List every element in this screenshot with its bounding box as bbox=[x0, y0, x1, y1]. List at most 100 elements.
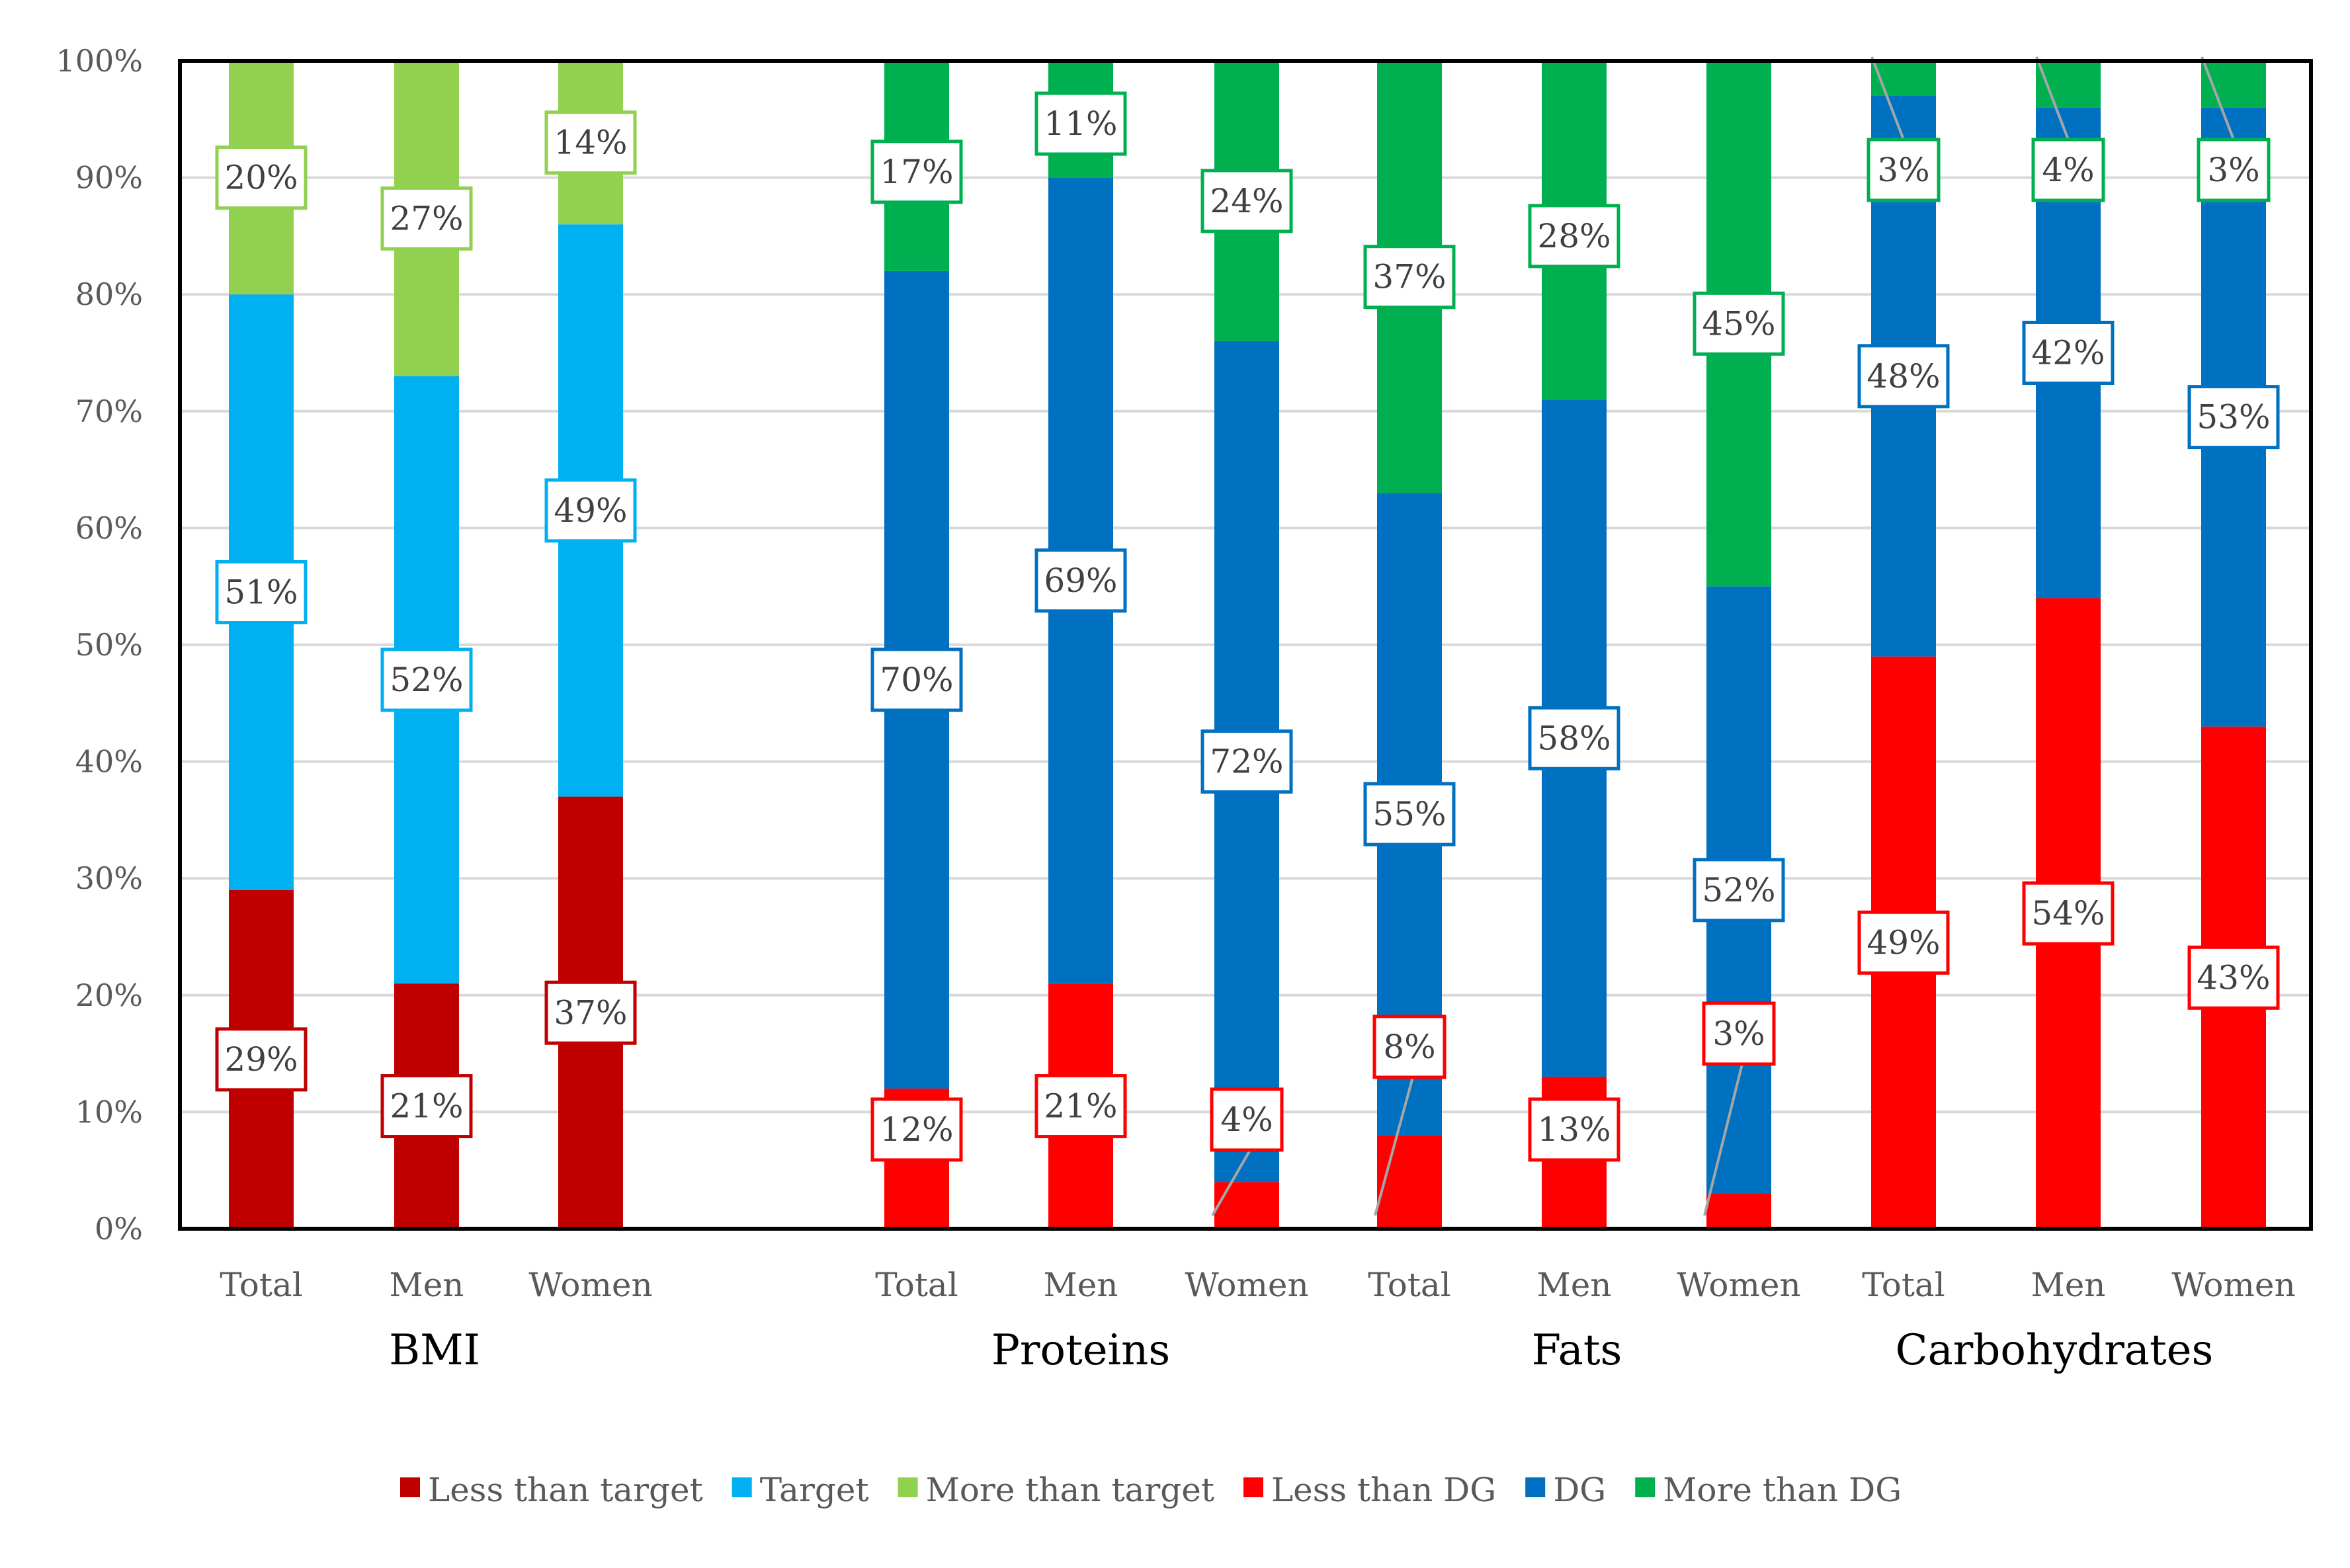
y-tick-label: 70% bbox=[75, 393, 143, 429]
x-group-label: Fats bbox=[1532, 1326, 1622, 1375]
data-label: 54% bbox=[2031, 894, 2105, 932]
data-label-box bbox=[1693, 291, 1785, 356]
data-label-box bbox=[1702, 1001, 1776, 1066]
label-leader-line bbox=[2035, 56, 2070, 140]
y-tick-label: 80% bbox=[75, 276, 143, 312]
data-label-box bbox=[1857, 910, 1950, 975]
data-label-box bbox=[1210, 1087, 1284, 1152]
legend-swatch bbox=[732, 1477, 752, 1497]
data-label: 37% bbox=[554, 993, 627, 1032]
data-label: 70% bbox=[880, 661, 953, 699]
x-category-label: Women bbox=[1185, 1266, 1308, 1304]
data-label-box bbox=[1034, 91, 1127, 156]
data-label: 24% bbox=[1210, 182, 1283, 220]
label-leader-lines bbox=[1211, 56, 2235, 1216]
data-label: 49% bbox=[1867, 923, 1940, 962]
x-category-label: Women bbox=[2171, 1266, 2295, 1304]
data-label: 29% bbox=[224, 1040, 298, 1079]
legend-swatch bbox=[1525, 1477, 1546, 1497]
x-category-label: Men bbox=[1537, 1266, 1612, 1304]
data-label: 69% bbox=[1044, 561, 1117, 600]
data-label-box bbox=[1528, 1097, 1620, 1162]
data-label: 52% bbox=[1702, 871, 1775, 909]
data-label: 3% bbox=[1877, 151, 1929, 189]
data-label-box bbox=[1200, 729, 1293, 794]
x-group-label: Proteins bbox=[991, 1326, 1170, 1375]
data-label: 17% bbox=[880, 153, 953, 191]
data-label-box bbox=[544, 478, 637, 543]
bar-segment bbox=[1871, 61, 1936, 96]
data-label-box bbox=[1363, 782, 1456, 846]
label-leader-line bbox=[1374, 1077, 1414, 1216]
data-label: 8% bbox=[1383, 1028, 1435, 1066]
legend-label: More than DG bbox=[1663, 1471, 1902, 1509]
y-tick-label: 10% bbox=[75, 1094, 143, 1130]
data-label-box bbox=[544, 980, 637, 1045]
x-group-label: Carbohydrates bbox=[1896, 1326, 2214, 1375]
data-label-box bbox=[870, 647, 963, 712]
bar-segment bbox=[2036, 61, 2101, 108]
y-tick-label: 50% bbox=[75, 627, 143, 663]
data-label-box bbox=[1200, 169, 1293, 233]
legend-item: DG bbox=[1525, 1471, 1606, 1509]
y-tick-label: 30% bbox=[75, 860, 143, 896]
label-leader-line bbox=[2201, 56, 2235, 140]
data-label: 42% bbox=[2031, 334, 2105, 372]
data-label: 72% bbox=[1210, 743, 1283, 781]
data-label: 49% bbox=[554, 491, 627, 530]
x-category-label: Women bbox=[1677, 1266, 1800, 1304]
label-leader-line bbox=[1211, 1149, 1251, 1216]
data-label: 21% bbox=[1044, 1087, 1117, 1126]
data-label-box bbox=[870, 140, 963, 204]
data-label-box bbox=[1372, 1014, 1447, 1079]
x-category-label: Men bbox=[2031, 1266, 2106, 1304]
bar-segment bbox=[2201, 61, 2266, 108]
data-label-box bbox=[1693, 858, 1785, 923]
x-category-label: Total bbox=[1368, 1266, 1450, 1304]
y-tick-label: 0% bbox=[95, 1211, 143, 1247]
data-label-box bbox=[1528, 706, 1620, 770]
x-group-label: BMI bbox=[389, 1326, 480, 1375]
x-category-label: Women bbox=[528, 1266, 652, 1304]
data-label: 4% bbox=[1220, 1100, 1273, 1139]
data-label-box bbox=[380, 186, 473, 251]
y-tick-label: 20% bbox=[75, 977, 143, 1013]
legend-swatch bbox=[1243, 1477, 1263, 1497]
data-label: 58% bbox=[1537, 719, 1611, 757]
legend-item: Target bbox=[732, 1471, 869, 1509]
data-label: 37% bbox=[1372, 258, 1446, 296]
plot-area-border bbox=[178, 59, 2313, 1231]
data-label-box bbox=[870, 1097, 963, 1162]
x-category-label: Total bbox=[220, 1266, 302, 1304]
y-tick-label: 60% bbox=[75, 510, 143, 546]
data-label-box bbox=[215, 145, 308, 210]
data-label: 45% bbox=[1702, 304, 1775, 343]
legend-label: Less than target bbox=[428, 1471, 703, 1509]
legend-item: Less than target bbox=[400, 1471, 703, 1509]
legend-label: More than target bbox=[926, 1471, 1214, 1509]
data-label-box bbox=[1034, 1074, 1127, 1139]
data-label-box bbox=[2187, 385, 2280, 450]
data-label-box bbox=[215, 1027, 308, 1092]
data-label: 14% bbox=[554, 124, 627, 162]
label-leader-line bbox=[1870, 56, 1905, 140]
legend-swatch bbox=[898, 1477, 918, 1497]
legend-swatch bbox=[400, 1477, 420, 1497]
data-label: 53% bbox=[2197, 398, 2270, 436]
data-label: 27% bbox=[390, 199, 463, 237]
label-leader-line bbox=[1703, 1063, 1743, 1216]
data-label-box bbox=[1034, 548, 1127, 613]
legend-label: Target bbox=[760, 1471, 869, 1509]
data-label: 20% bbox=[224, 159, 298, 197]
bar-segment bbox=[1214, 1182, 1279, 1229]
legend-item: More than target bbox=[898, 1471, 1214, 1509]
data-label-box bbox=[2031, 138, 2105, 202]
data-label-box bbox=[380, 647, 473, 712]
plot-frame bbox=[178, 59, 2313, 1231]
data-label: 4% bbox=[2042, 151, 2094, 189]
legend-item: Less than DG bbox=[1243, 1471, 1496, 1509]
bar-segment bbox=[1706, 1194, 1771, 1229]
data-label-box bbox=[1857, 344, 1950, 409]
data-label: 3% bbox=[2207, 151, 2259, 189]
